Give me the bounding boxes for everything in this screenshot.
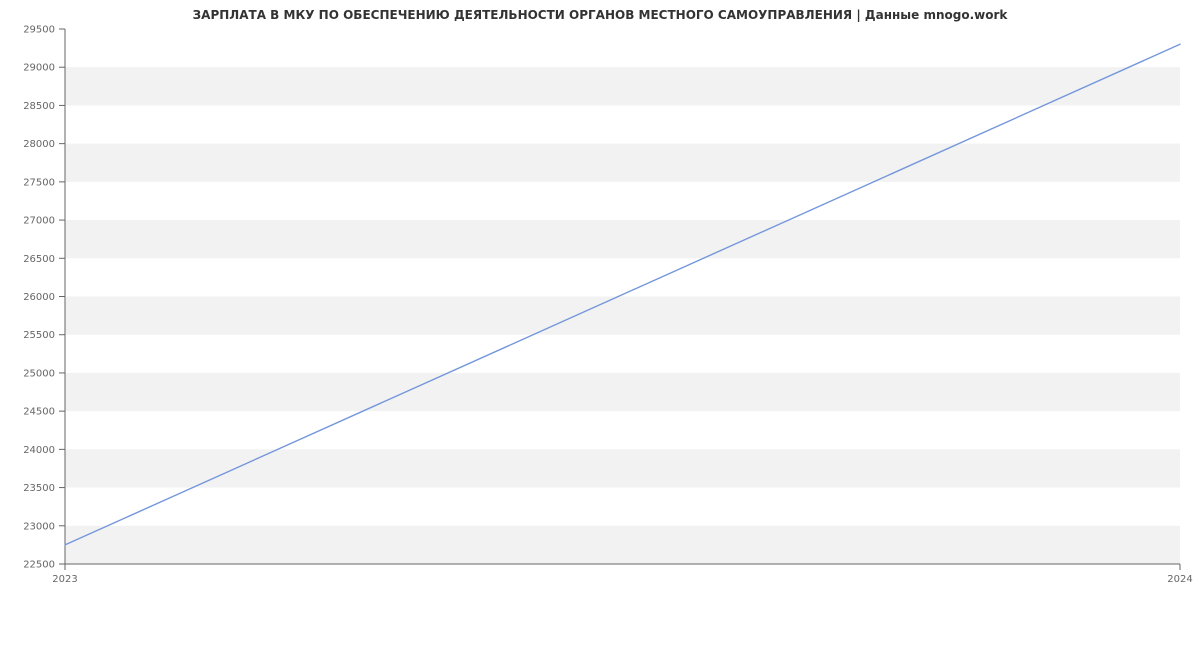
y-tick-label: 27500 xyxy=(23,177,55,188)
y-tick-label: 22500 xyxy=(23,560,55,571)
y-tick-label: 28500 xyxy=(23,101,55,112)
y-tick-label: 26500 xyxy=(23,254,55,265)
y-tick-label: 24500 xyxy=(23,407,55,418)
grid-band xyxy=(65,67,1180,105)
y-tick-label: 23000 xyxy=(23,521,55,532)
y-tick-label: 28000 xyxy=(23,139,55,150)
y-tick-label: 25500 xyxy=(23,330,55,341)
y-tick-label: 23500 xyxy=(23,483,55,494)
grid-band xyxy=(65,220,1180,258)
chart-title: ЗАРПЛАТА В МКУ ПО ОБЕСПЕЧЕНИЮ ДЕЯТЕЛЬНОС… xyxy=(0,0,1200,22)
grid-band xyxy=(65,449,1180,487)
y-tick-label: 29500 xyxy=(23,25,55,36)
grid-band xyxy=(65,526,1180,564)
y-tick-label: 29000 xyxy=(23,63,55,74)
grid-band xyxy=(65,297,1180,335)
y-tick-label: 26000 xyxy=(23,292,55,303)
y-tick-label: 25000 xyxy=(23,368,55,379)
grid-band xyxy=(65,373,1180,411)
grid-band xyxy=(65,144,1180,182)
chart-area: 22500 23000 23500 24000 24500 25000 25500 26000… xyxy=(0,22,1200,644)
x-tick-label: 2023 xyxy=(52,574,77,585)
y-tick-label: 27000 xyxy=(23,216,55,227)
x-tick-label: 2024 xyxy=(1167,574,1192,585)
y-tick-label: 24000 xyxy=(23,445,55,456)
line-chart-svg: 22500 23000 23500 24000 24500 25000 25500 26000… xyxy=(0,22,1200,644)
